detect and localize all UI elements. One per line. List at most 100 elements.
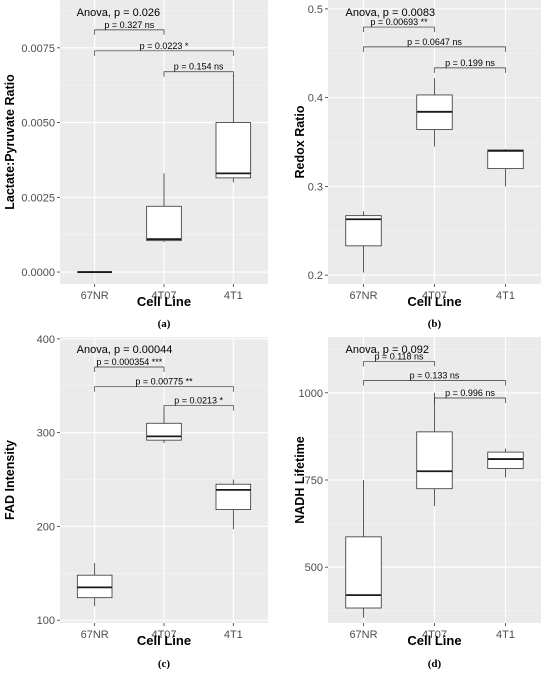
bracket-line [94, 29, 165, 35]
bracket-line [363, 26, 435, 33]
box-iqr [215, 483, 252, 510]
x-tick-label: 4T1 [224, 629, 243, 641]
comparison-bracket: p = 0.0213 * [163, 395, 234, 411]
y-tick-label: 0.3 [308, 181, 323, 193]
y-axis-title: Redox Ratio [293, 105, 307, 178]
bracket-label: p = 0.996 ns [445, 388, 495, 398]
comparison-bracket: p = 0.154 ns [163, 62, 234, 77]
bracket-label: p = 0.154 ns [174, 62, 224, 72]
x-tick-label: 4T1 [496, 629, 515, 641]
bracket-label: p = 0.0647 ns [407, 37, 462, 47]
bracket-label: p = 0.0223 * [140, 41, 189, 51]
bracket-line [163, 405, 234, 411]
x-tick-label: 4T07 [151, 290, 176, 302]
x-tick-label: 4T1 [496, 290, 515, 302]
box-iqr [487, 149, 524, 170]
bracket-line [434, 67, 506, 73]
panel-a: 0.0000 0.0025 0.0050 0.0075 67NR 4T07 4T1 Anova… [3, 0, 268, 330]
bracket-label: p = 0.00693 ** [370, 17, 428, 27]
box-iqr [215, 122, 252, 179]
comparison-bracket: p = 0.199 ns [434, 58, 506, 73]
y-tick-label: 200 [37, 521, 55, 533]
y-tick-label: 0.0000 [21, 267, 55, 279]
box-67NR [345, 211, 382, 273]
anova-annotation: Anova, p = 0.026 [77, 7, 160, 19]
comparison-bracket: p = 0.000354 *** [94, 357, 165, 373]
x-tick-label: 4T07 [151, 629, 176, 641]
y-axis-title: FAD Intensity [3, 440, 17, 520]
subfigure-label: (b) [428, 318, 442, 330]
y-tick-label: 100 [37, 615, 55, 627]
bracket-line [434, 397, 506, 404]
y-tick-label: 0.0025 [21, 192, 55, 204]
box-67NR [345, 480, 382, 618]
y-axis-title: Lactate:Pyruvate Ratio [3, 74, 17, 210]
bracket-line [94, 386, 234, 392]
x-tick-label: 67NR [349, 290, 377, 302]
box-67NR [76, 562, 113, 607]
box-4T07 [416, 78, 453, 147]
bracket-label: p = 0.000354 *** [96, 357, 162, 367]
box-4T07 [416, 392, 453, 507]
box-iqr [416, 431, 453, 490]
y-tick-label: 750 [305, 475, 323, 487]
box-iqr [146, 422, 182, 441]
box-iqr [76, 574, 113, 599]
x-tick-label: 67NR [349, 629, 377, 641]
x-tick-label: 67NR [81, 290, 109, 302]
y-tick-label: 0.5 [308, 4, 323, 16]
bracket-line [363, 361, 435, 367]
comparison-bracket: p = 0.00775 ** [94, 377, 234, 392]
bracket-line [163, 71, 234, 77]
anova-annotation: Anova, p = 0.0083 [346, 7, 436, 19]
box-4T07 [146, 173, 182, 243]
bracket-line [94, 50, 234, 56]
y-tick-label: 500 [305, 562, 323, 574]
x-tick-label: 4T07 [422, 290, 447, 302]
bracket-line [94, 366, 165, 373]
x-axis-title: Cell Line [407, 294, 461, 309]
bracket-line [363, 46, 506, 52]
box-iqr [345, 215, 382, 247]
box-iqr [345, 536, 382, 609]
bracket-label: p = 0.00775 ** [135, 377, 193, 387]
bracket-label: p = 0.0213 * [174, 395, 223, 405]
box-4T1 [215, 479, 252, 530]
y-tick-label: 0.0075 [21, 43, 55, 55]
comparison-bracket: p = 0.133 ns [363, 371, 506, 386]
comparison-bracket: p = 0.00693 ** [363, 17, 435, 33]
y-tick-label: 1000 [299, 388, 323, 400]
y-tick-label: 0.0050 [21, 118, 55, 130]
anova-annotation: Anova, p = 0.00044 [77, 344, 173, 356]
comparison-bracket: p = 0.118 ns [363, 351, 435, 367]
x-axis-title: Cell Line [407, 633, 461, 648]
box-4T07 [146, 409, 182, 443]
x-axis-title: Cell Line [137, 294, 191, 309]
bracket-label: p = 0.118 ns [374, 351, 424, 361]
comparison-bracket: p = 0.0647 ns [363, 37, 506, 52]
panel-b: 0.2 0.3 0.4 0.5 67NR 4T07 4T1 Anova, p = 0.0083… [293, 0, 541, 330]
y-tick-label: 400 [37, 334, 55, 346]
y-tick-label: 300 [37, 428, 55, 440]
bracket-line [363, 380, 506, 386]
box-4T1 [215, 74, 252, 183]
bracket-label: p = 0.133 ns [410, 371, 460, 381]
comparison-bracket: p = 0.0223 * [94, 41, 234, 56]
y-tick-label: 0.4 [308, 93, 323, 105]
box-4T1 [487, 448, 524, 478]
bracket-label: p = 0.199 ns [445, 58, 495, 68]
x-tick-label: 4T1 [224, 290, 243, 302]
comparison-bracket: p = 0.996 ns [434, 388, 506, 404]
subfigure-label: (c) [158, 658, 171, 670]
y-axis-title: NADH Lifetime [293, 436, 307, 524]
comparison-bracket: p = 0.327 ns [94, 20, 165, 35]
box-iqr [487, 451, 524, 469]
box-iqr [146, 205, 182, 242]
panel-c: 100 200 300 400 67NR 4T07 4T1 Anova, p = 0.0004… [3, 334, 268, 670]
y-tick-label: 0.2 [308, 270, 323, 282]
x-axis-title: Cell Line [137, 633, 191, 648]
box-4T1 [487, 149, 524, 187]
x-tick-label: 67NR [81, 629, 109, 641]
